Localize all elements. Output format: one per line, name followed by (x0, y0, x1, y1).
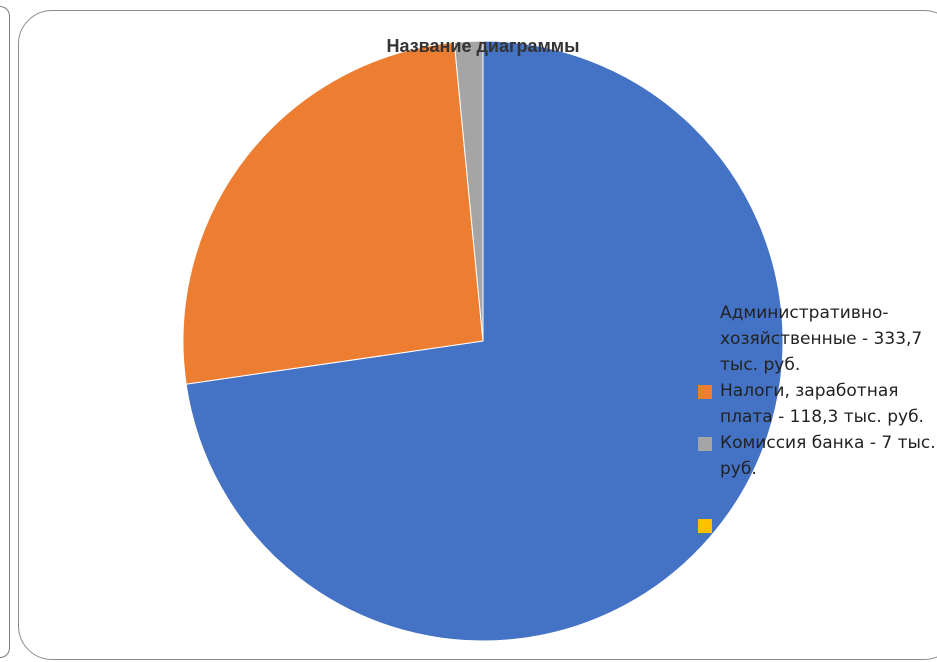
chart-title: Название диаграммы (386, 36, 580, 56)
legend: Административно-хозяйственные - 333,7 ты… (698, 300, 937, 538)
slice-admin (185, 40, 784, 642)
legend-label-admin: Административно-хозяйственные - 333,7 ты… (720, 303, 923, 375)
legend-label-taxes: Налоги, заработная плата - 118,3 тыс. ру… (720, 381, 924, 427)
legend-swatch-taxes (698, 385, 712, 399)
legend-item-taxes: Налоги, заработная плата - 118,3 тыс. ру… (698, 378, 937, 430)
legend-swatch-bank (698, 437, 712, 451)
legend-item-empty (698, 512, 937, 538)
legend-item-admin: Административно-хозяйственные - 333,7 ты… (698, 300, 937, 378)
legend-swatch-empty (698, 519, 712, 533)
legend-label-bank: Комиссия банка - 7 тыс. руб. (720, 433, 936, 479)
legend-item-bank: Комиссия банка - 7 тыс. руб. (698, 430, 937, 482)
slice-bank (453, 40, 484, 342)
slice-taxes (182, 41, 484, 385)
